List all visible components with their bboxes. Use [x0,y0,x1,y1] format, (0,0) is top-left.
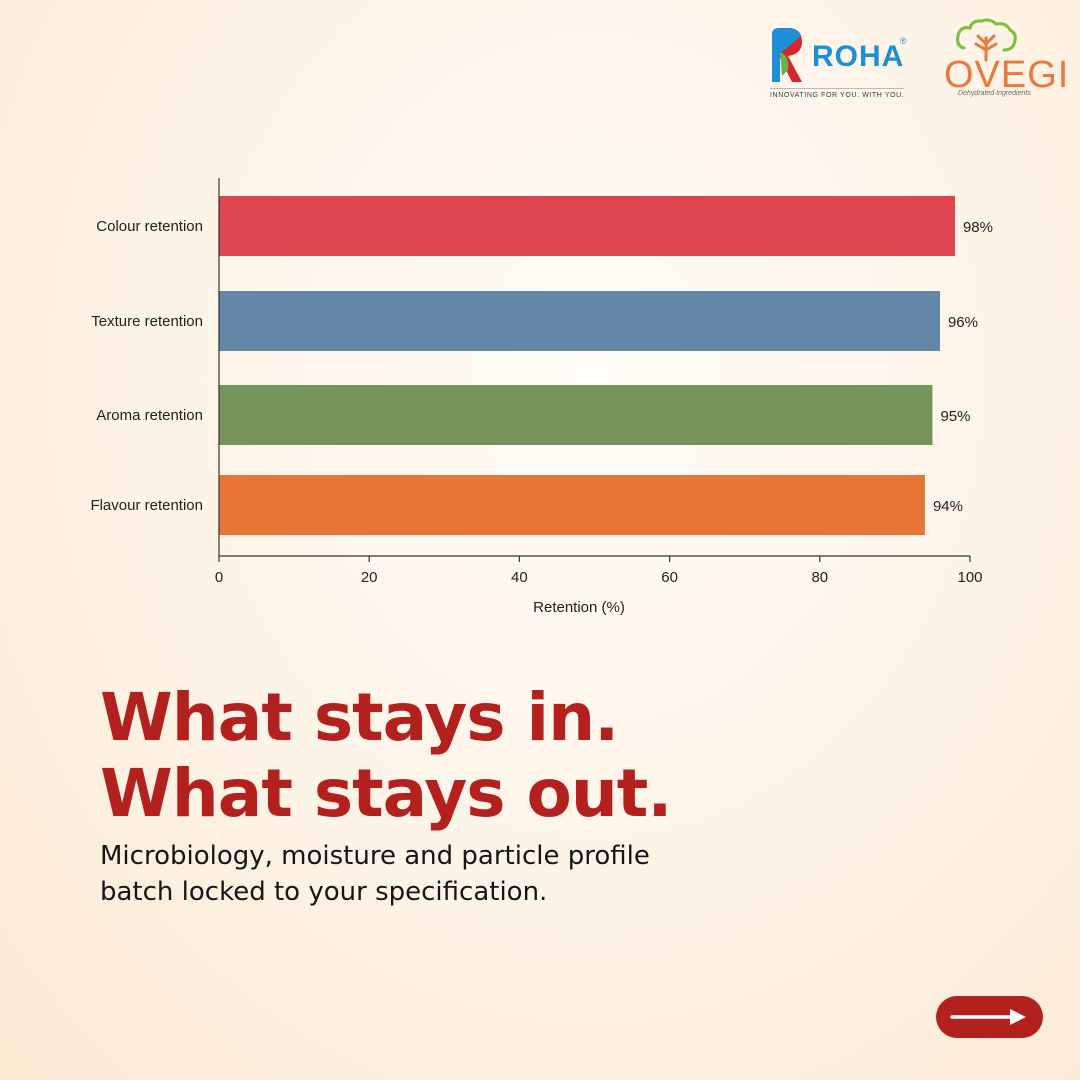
ovegi-wordmark: OVEGI [944,54,1070,96]
headline-line-2: What stays out. [100,755,672,832]
x-tick-label: 80 [811,569,828,586]
broccoli-icon [956,18,1017,62]
value-label: 95% [940,408,970,425]
subtext-line-1: Microbiology, moisture and particle prof… [100,841,650,871]
bar [219,291,940,351]
roha-wordmark: ROHA [812,40,905,73]
category-label: Aroma retention [96,407,203,424]
arrow-right-icon [950,1009,1026,1025]
subtext: Microbiology, moisture and particle prof… [100,838,650,910]
value-label: 98% [963,219,993,236]
category-label: Colour retention [96,218,203,235]
bar [219,475,925,535]
roha-divider [770,88,904,89]
roha-mark-icon [772,28,802,82]
category-label: Flavour retention [90,497,203,514]
headline-line-1: What stays in. [100,679,619,756]
x-tick-label: 60 [661,569,678,586]
roha-logo: ROHA ® INNOVATING FOR YOU. WITH YOU. [768,26,918,106]
x-tick-label: 100 [957,569,982,586]
bar [219,196,955,256]
value-label: 94% [933,498,963,515]
x-tick-label: 40 [511,569,528,586]
roha-registered-mark: ® [900,36,907,46]
x-tick-label: 20 [361,569,378,586]
subtext-line-2: batch locked to your specification. [100,877,548,907]
x-tick-label: 0 [215,569,223,586]
bar [219,385,933,445]
value-label: 96% [948,314,978,331]
ovegi-subtitle: Dehydrated Ingredients [958,90,1031,97]
ovegi-logo: OVEGI Dehydrated Ingredients [940,18,1068,102]
category-label: Texture retention [91,313,203,330]
headline: What stays in. What stays out. [100,679,672,832]
roha-tagline: INNOVATING FOR YOU. WITH YOU. [770,92,905,99]
retention-bar-chart: Colour retention 98% Texture retention 96% A… [90,178,993,616]
x-axis-label: Retention (%) [533,599,625,616]
next-button[interactable] [936,996,1043,1038]
